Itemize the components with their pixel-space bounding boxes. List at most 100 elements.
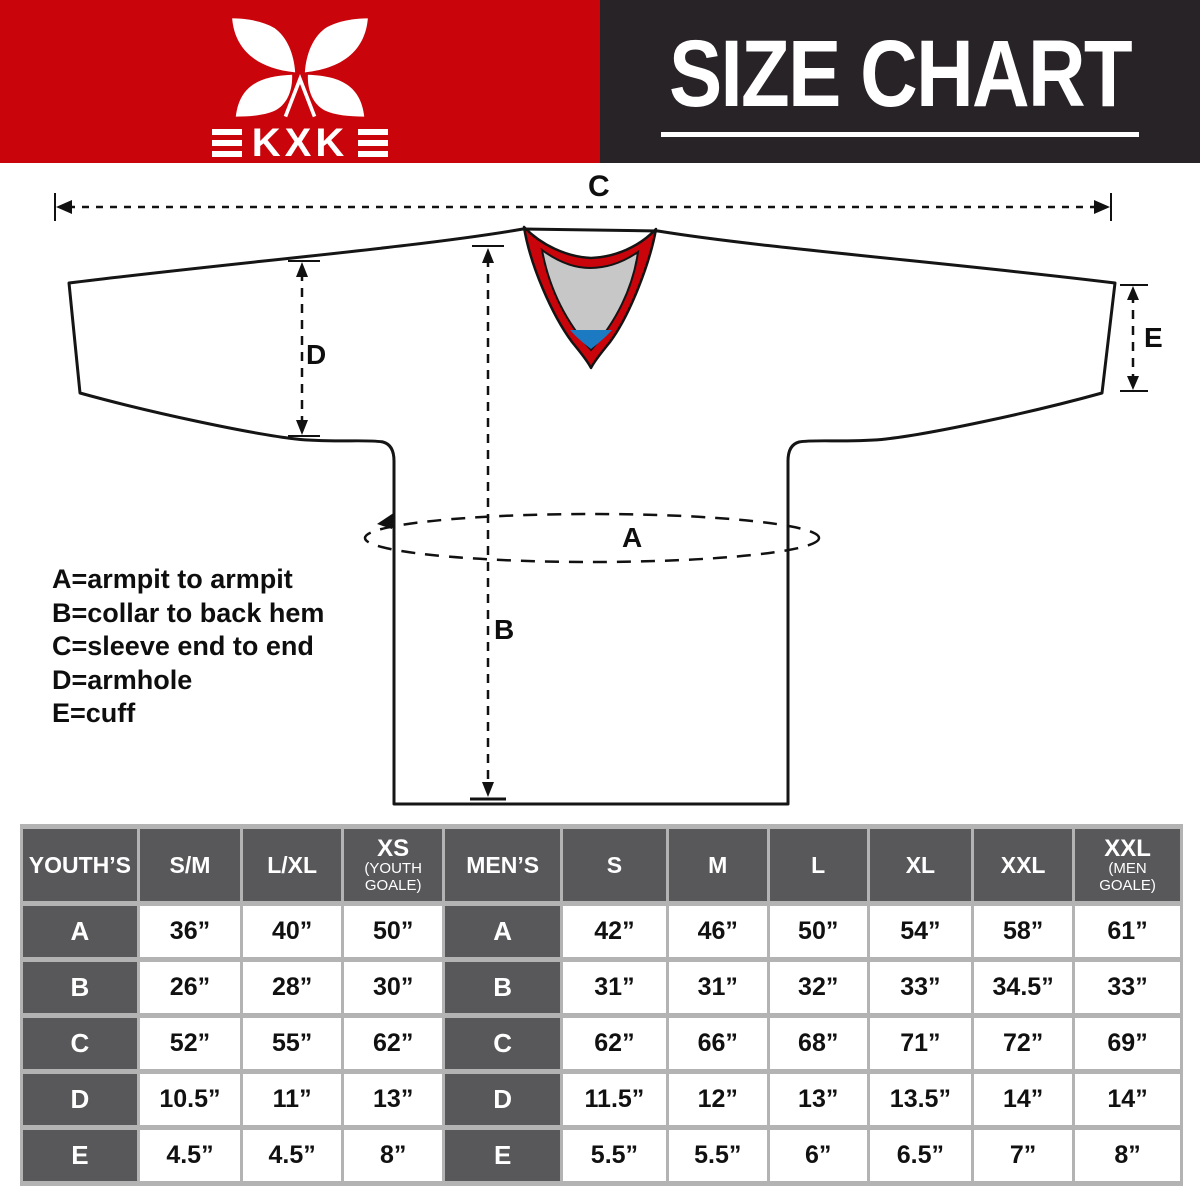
label-b: B: [494, 614, 515, 645]
cell: 8”: [1075, 1130, 1180, 1181]
cell: 8”: [344, 1130, 443, 1181]
cell: 6”: [769, 1130, 867, 1181]
cell: 14”: [974, 1074, 1073, 1125]
cell: 36”: [139, 906, 241, 957]
cell: 13”: [769, 1074, 867, 1125]
cell: 50”: [344, 906, 443, 957]
cell: 68”: [769, 1018, 867, 1069]
row-label: C: [445, 1018, 561, 1069]
collar-inner-gray: [540, 247, 640, 352]
legend-line-b: B=collar to back hem: [52, 597, 325, 628]
cell: 28”: [243, 962, 342, 1013]
cell: 6.5”: [869, 1130, 972, 1181]
col-header-m: M: [668, 829, 767, 901]
cell: 71”: [869, 1018, 972, 1069]
cell: 12”: [668, 1074, 767, 1125]
legend-line-d: D=armhole: [52, 664, 193, 695]
row-label: D: [445, 1074, 561, 1125]
triple-bar-right-icon: [358, 129, 389, 157]
row-label: A: [445, 906, 561, 957]
cell: 33”: [1075, 962, 1180, 1013]
legend-line-a: A=armpit to armpit: [52, 564, 293, 594]
youth-header: YOUTH’S: [23, 829, 137, 901]
header-banner: KXK SIZE CHART: [0, 0, 1200, 163]
table-row-b: B 26” 28” 30” B 31” 31” 32” 33” 34.5” 33…: [23, 962, 1180, 1013]
title-underline: [661, 131, 1139, 137]
cell: 46”: [668, 906, 767, 957]
cell: 26”: [139, 962, 241, 1013]
label-a: A: [622, 522, 643, 553]
cell: 31”: [668, 962, 767, 1013]
girth-ellipse-a: [363, 512, 821, 564]
label-d: D: [306, 339, 327, 370]
col-header-l: L: [769, 829, 867, 901]
cell: 62”: [563, 1018, 666, 1069]
row-label: C: [23, 1018, 137, 1069]
table-row-c: C 52” 55” 62” C 62” 66” 68” 71” 72” 69”: [23, 1018, 1180, 1069]
title-panel: SIZE CHART: [600, 0, 1200, 163]
col-header-xl: XL: [869, 829, 972, 901]
cell: 30”: [344, 962, 443, 1013]
kxk-butterfly-logo-icon: [232, 18, 368, 118]
cell: 72”: [974, 1018, 1073, 1069]
brand-panel: KXK: [0, 0, 600, 163]
cell: 50”: [769, 906, 867, 957]
table-header-row: YOUTH’S S/M L/XL XS (YOUTH GOALE) MEN’S …: [23, 829, 1180, 901]
cell: 10.5”: [139, 1074, 241, 1125]
goalie-size: XXL: [1104, 834, 1151, 862]
cell: 62”: [344, 1018, 443, 1069]
jersey-outline: [67, 227, 1117, 806]
cell: 61”: [1075, 906, 1180, 957]
row-label: B: [23, 962, 137, 1013]
col-header-xxl: XXL: [974, 829, 1073, 901]
legend-line-e: E=cuff: [52, 698, 136, 728]
col-header-s: S: [563, 829, 666, 901]
col-header-sm: S/M: [139, 829, 241, 901]
brand-wordmark: KXK: [211, 121, 389, 165]
size-table: YOUTH’S S/M L/XL XS (YOUTH GOALE) MEN’S …: [20, 824, 1183, 1186]
collar-blue-insert: [570, 330, 612, 349]
col-header-xxl-goalie: XXL (MEN GOALE): [1075, 829, 1180, 901]
row-label: E: [445, 1130, 561, 1181]
cell: 42”: [563, 906, 666, 957]
row-label: A: [23, 906, 137, 957]
brand-name: KXK: [251, 121, 349, 165]
row-label: E: [23, 1130, 137, 1181]
arrow-c: [54, 193, 1112, 221]
cell: 40”: [243, 906, 342, 957]
cell: 13.5”: [869, 1074, 972, 1125]
cell: 34.5”: [974, 962, 1073, 1013]
cell: 55”: [243, 1018, 342, 1069]
measurement-legend: A=armpit to armpit B=collar to back hem …: [52, 563, 324, 731]
cell: 7”: [974, 1130, 1073, 1181]
cell: 5.5”: [563, 1130, 666, 1181]
cell: 11.5”: [563, 1074, 666, 1125]
row-label: B: [445, 962, 561, 1013]
goalie-size: XS: [377, 834, 410, 862]
arrow-b: [470, 245, 506, 801]
cell: 14”: [1075, 1074, 1180, 1125]
cell: 4.5”: [139, 1130, 241, 1181]
col-header-lxl: L/XL: [243, 829, 342, 901]
cell: 69”: [1075, 1018, 1180, 1069]
cell: 66”: [668, 1018, 767, 1069]
table-row-e: E 4.5” 4.5” 8” E 5.5” 5.5” 6” 6.5” 7” 8”: [23, 1130, 1180, 1181]
page-title: SIZE CHART: [669, 20, 1133, 127]
goalie-note: (MEN GOALE): [1099, 859, 1156, 894]
cell: 11”: [243, 1074, 342, 1125]
legend-line-c: C=sleeve end to end: [52, 631, 314, 661]
table-row-a: A 36” 40” 50” A 42” 46” 50” 54” 58” 61”: [23, 906, 1180, 957]
cell: 31”: [563, 962, 666, 1013]
table-row-d: D 10.5” 11” 13” D 11.5” 12” 13” 13.5” 14…: [23, 1074, 1180, 1125]
label-e: E: [1144, 322, 1163, 353]
label-c: C: [588, 170, 610, 203]
cell: 4.5”: [243, 1130, 342, 1181]
cell: 54”: [869, 906, 972, 957]
cell: 52”: [139, 1018, 241, 1069]
row-label: D: [23, 1074, 137, 1125]
goalie-note: (YOUTH GOALE): [364, 859, 422, 894]
cell: 32”: [769, 962, 867, 1013]
cell: 13”: [344, 1074, 443, 1125]
